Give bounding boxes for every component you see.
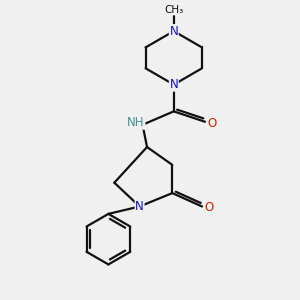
Text: NH: NH <box>127 116 145 129</box>
Text: N: N <box>135 200 144 213</box>
Text: N: N <box>169 25 178 38</box>
Text: O: O <box>207 117 216 130</box>
Text: CH₃: CH₃ <box>164 5 183 15</box>
Text: N: N <box>169 78 178 91</box>
Text: O: O <box>204 202 213 214</box>
